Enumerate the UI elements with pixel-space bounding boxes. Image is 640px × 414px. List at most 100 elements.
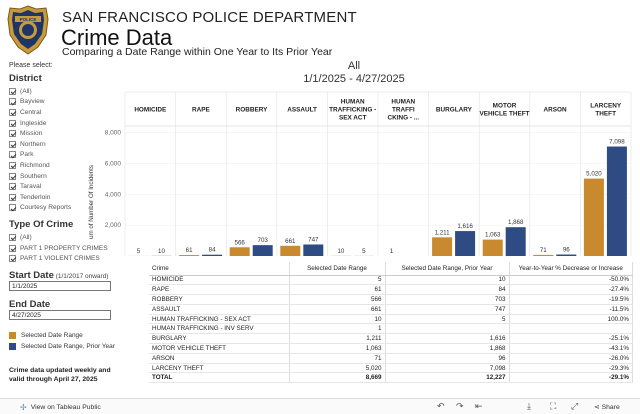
table-row: ROBBERY 566 703 -19.5% (149, 294, 633, 305)
district-option[interactable]: Richmond (9, 160, 129, 171)
please-select-label: Please select: (9, 62, 53, 69)
checkbox-checked-icon[interactable] (9, 172, 16, 180)
table-cell: 7,098 (385, 363, 510, 374)
bar-prior-year[interactable] (455, 231, 476, 256)
table-cell: 703 (385, 294, 510, 305)
checkbox-checked-icon[interactable] (9, 183, 16, 191)
table-cell: BURGLARY (149, 333, 290, 345)
undo-icon[interactable]: ↶ (437, 401, 445, 411)
district-option-label: Mission (20, 130, 43, 138)
checkbox-checked-icon[interactable] (9, 244, 16, 252)
bar-prior-year[interactable] (556, 254, 577, 256)
district-option[interactable]: Bayview (9, 97, 129, 108)
checkbox-checked-icon[interactable] (9, 130, 16, 138)
tableau-toolbar: ✢ View on Tableau Public ↶ ↷ ⇤ ⤓ ⛶ ⤢ ⋖ S… (0, 398, 640, 414)
bar-value-label: 5 (137, 248, 141, 255)
bar-value-label: 5,020 (586, 171, 602, 178)
bar-value-label: 10 (158, 248, 165, 255)
bar-selected[interactable] (179, 255, 200, 256)
district-option-label: Courtesy Reports (20, 204, 72, 212)
column-header-label: TRAFFI (392, 107, 415, 114)
district-option[interactable]: Park (9, 150, 129, 161)
bar-selected[interactable] (432, 237, 453, 256)
bar-value-label: 5 (362, 248, 366, 255)
table-cell: -19.5% (509, 294, 633, 305)
checkbox-checked-icon[interactable] (9, 87, 16, 95)
bar-prior-year[interactable] (252, 245, 273, 256)
table-row: ASSAULT 661 747 -11.5% (149, 304, 633, 315)
share-button[interactable]: ⋖ Share (594, 404, 620, 411)
bar-selected[interactable] (482, 239, 503, 256)
checkbox-checked-icon[interactable] (9, 161, 16, 169)
fullscreen-alt-icon[interactable]: ⤢ (571, 401, 579, 411)
end-date-input[interactable]: 4/27/2025 (9, 309, 111, 320)
share-icon: ⋖ (594, 404, 600, 411)
district-option[interactable]: Taraval (9, 181, 129, 192)
checkbox-checked-icon[interactable] (9, 119, 16, 127)
checkbox-checked-icon[interactable] (9, 98, 16, 106)
checkbox-checked-icon[interactable] (9, 255, 16, 263)
table-header-cell: Year-to-Year % Decrease or Increase (509, 262, 633, 276)
district-option[interactable]: Mission (9, 128, 129, 139)
bar-value-label: 1,211 (435, 229, 451, 236)
crime-type-option[interactable]: (All) (9, 232, 129, 243)
table-cell: 566 (289, 294, 386, 305)
page-subtitle: Comparing a Date Range within One Year t… (62, 46, 333, 58)
table-cell: 84 (385, 284, 510, 296)
legend-swatch (9, 331, 16, 339)
bar-prior-year[interactable] (505, 227, 526, 256)
district-option[interactable]: (All) (9, 86, 129, 97)
table-total-row: TOTAL 8,669 12,227 -29.1% (149, 372, 633, 384)
column-header-label: LARCENY (590, 103, 622, 110)
table-cell: HOMICIDE (149, 275, 290, 286)
district-option[interactable]: Courtesy Reports (9, 203, 129, 214)
district-option-label: Central (20, 108, 42, 116)
bar-prior-year[interactable] (202, 254, 223, 256)
bar-prior-year[interactable] (303, 244, 324, 256)
bar-selected[interactable] (229, 247, 250, 256)
view-title: All 1/1/2025 - 4/27/2025 (254, 60, 454, 86)
bar-prior-year[interactable] (606, 146, 627, 256)
district-option[interactable]: Ingleside (9, 118, 129, 129)
checkbox-checked-icon[interactable] (9, 233, 16, 241)
table-cell: -11.5% (509, 304, 633, 315)
table-row: LARCENY THEFT 5,020 7,098 -29.3% (149, 363, 633, 374)
checkbox-checked-icon[interactable] (9, 193, 16, 201)
district-option[interactable]: Northern (9, 139, 129, 150)
data-update-note: Crime data updated weekly and valid thro… (9, 366, 111, 383)
district-option[interactable]: Southern (9, 171, 129, 182)
crime-type-option-label: (All) (20, 233, 32, 241)
end-date-label: End Date (9, 298, 51, 310)
column-header-label: MOTOR (493, 103, 517, 110)
checkbox-checked-icon[interactable] (9, 204, 16, 212)
checkbox-checked-icon[interactable] (9, 151, 16, 159)
view-on-tableau-link[interactable]: ✢ View on Tableau Public (20, 403, 101, 412)
bar-value-label: 661 (285, 238, 296, 245)
revert-icon[interactable]: ⇤ (475, 401, 483, 411)
checkbox-checked-icon[interactable] (9, 140, 16, 148)
bar-selected[interactable] (280, 245, 301, 256)
table-cell: ROBBERY (149, 294, 290, 305)
bar-selected[interactable] (533, 254, 554, 256)
download-icon[interactable]: ⤓ (527, 401, 531, 411)
crime-type-option[interactable]: PART 1 VIOLENT CRIMES (9, 253, 129, 264)
district-option[interactable]: Tenderloin (9, 192, 129, 203)
y-tick-label: 2,000 (105, 222, 122, 229)
bar-value-label: 1,063 (485, 232, 501, 239)
column-header-label: ASSAULT (287, 107, 317, 114)
bar-value-label: 1,616 (457, 223, 473, 230)
bar-selected[interactable] (583, 178, 604, 256)
table-cell: 71 (289, 353, 386, 364)
district-option[interactable]: Central (9, 107, 129, 118)
crime-type-option[interactable]: PART 1 PROPERTY CRIMES (9, 243, 129, 254)
fullscreen-icon[interactable]: ⛶ (550, 401, 557, 411)
checkbox-checked-icon[interactable] (9, 108, 16, 116)
table-row: HUMAN TRAFFICKING - INV SERV 1 (149, 323, 633, 335)
legend-label: Selected Date Range (21, 331, 83, 339)
table-cell: 661 (289, 304, 386, 315)
column-header-label: HUMAN (391, 99, 415, 106)
start-date-input[interactable]: 1/1/2025 (9, 280, 111, 291)
table-cell: LARCENY THEFT (149, 363, 290, 374)
redo-icon[interactable]: ↷ (456, 401, 464, 411)
district-option-label: Richmond (20, 161, 50, 169)
